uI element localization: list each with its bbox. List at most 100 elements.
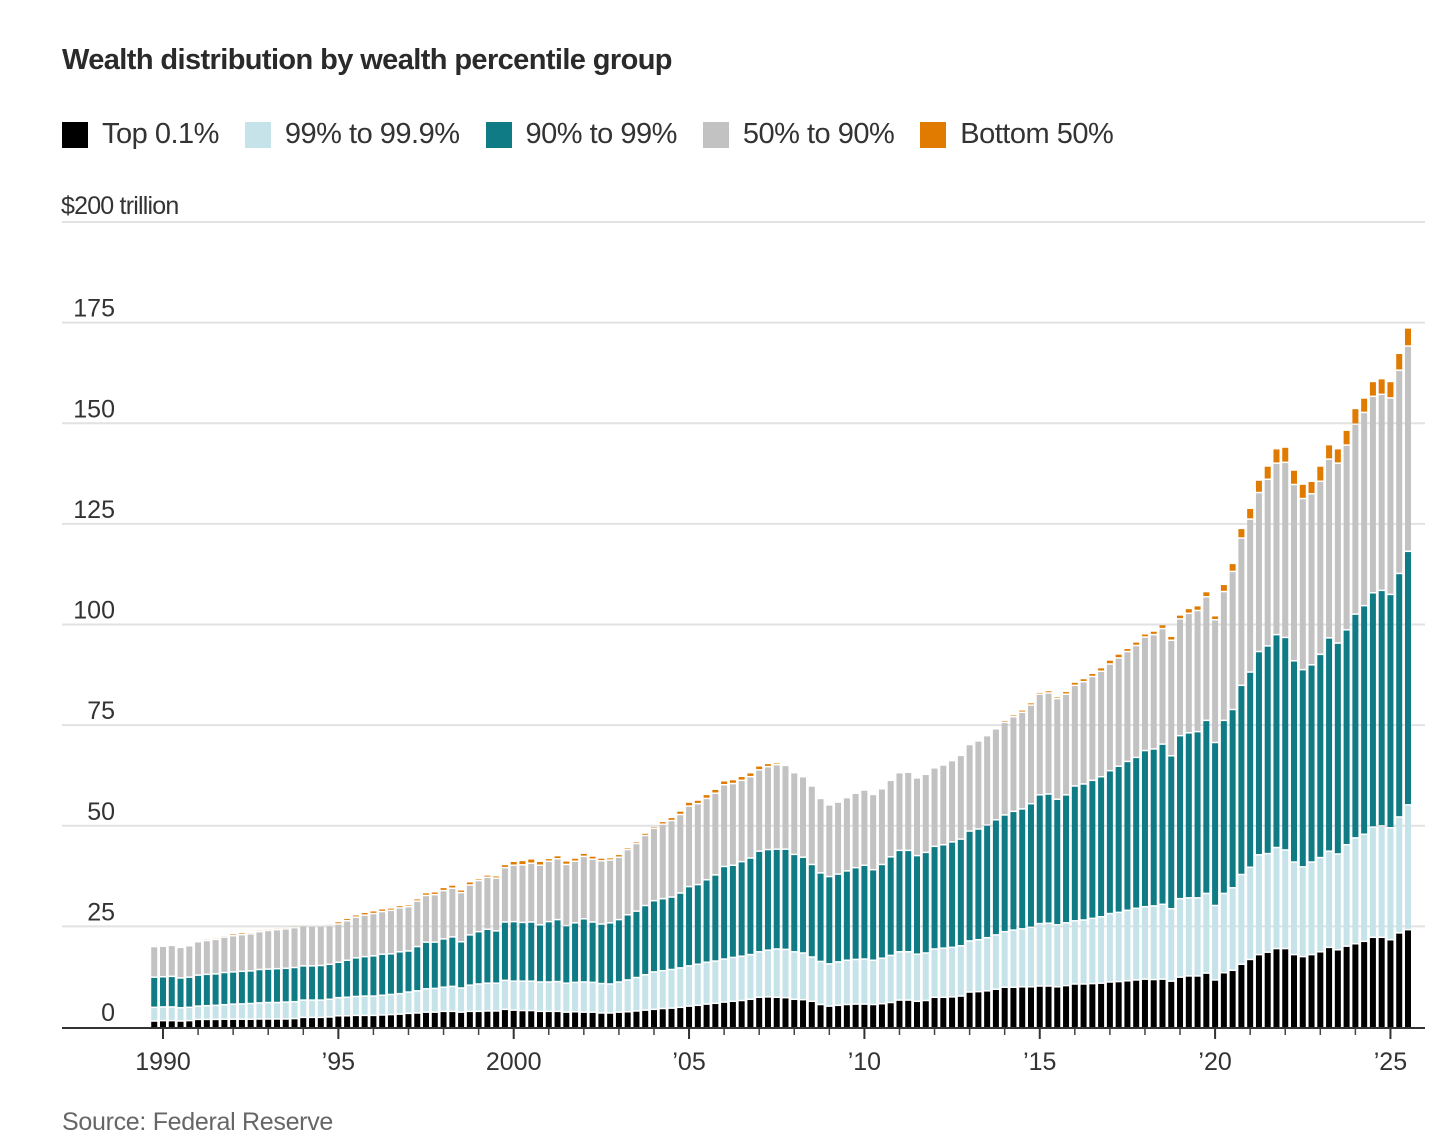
- bar-segment: [554, 982, 561, 1011]
- bar-segment: [405, 907, 412, 951]
- bar-segment: [1141, 751, 1148, 906]
- bar-segment: [992, 989, 999, 1027]
- bar-segment: [449, 937, 456, 986]
- bar-segment: [379, 909, 386, 911]
- bar-segment: [984, 991, 991, 1027]
- bar-segment: [528, 981, 535, 1010]
- bar-stack: [475, 879, 482, 1027]
- bar-stack: [572, 858, 579, 1027]
- bar-segment: [1133, 642, 1140, 645]
- bar-segment: [1159, 744, 1166, 904]
- bar-segment: [1159, 905, 1166, 979]
- bar-segment: [764, 997, 771, 1027]
- bar-segment: [344, 960, 351, 997]
- bar-segment: [1089, 677, 1096, 780]
- bar-segment: [1343, 445, 1350, 630]
- bar-segment: [1282, 638, 1289, 850]
- bar-segment: [764, 850, 771, 950]
- bar-segment: [1212, 616, 1219, 619]
- bar-segment: [1326, 445, 1333, 459]
- bar-segment: [423, 942, 430, 989]
- bar-segment: [1177, 977, 1184, 1027]
- bar-segment: [1159, 625, 1166, 628]
- bar-segment: [466, 1012, 473, 1027]
- bar-segment: [291, 1019, 298, 1027]
- bar-segment: [1264, 466, 1271, 479]
- bar-segment: [975, 829, 982, 939]
- bar-segment: [835, 874, 842, 962]
- bar-segment: [510, 922, 517, 981]
- bar-segment: [291, 968, 298, 1001]
- bar-stack: [1133, 642, 1140, 1027]
- bar-segment: [1247, 672, 1254, 867]
- bar-segment: [738, 781, 745, 861]
- bar-segment: [1396, 933, 1403, 1027]
- bar-segment: [729, 1002, 736, 1027]
- bar-segment: [931, 847, 938, 949]
- bar-segment: [659, 899, 666, 970]
- bar-segment: [396, 994, 403, 1014]
- bar-segment: [1019, 713, 1026, 809]
- bar-segment: [1334, 463, 1341, 643]
- bar-segment: [826, 877, 833, 964]
- bar-segment: [747, 858, 754, 954]
- bar-segment: [1361, 606, 1368, 834]
- bar-segment: [703, 880, 710, 962]
- bar-segment: [887, 857, 894, 955]
- y-tick-label: 150: [73, 395, 115, 423]
- bar-stack: [221, 936, 228, 1027]
- bar-segment: [449, 885, 456, 888]
- bar-segment: [1299, 957, 1306, 1027]
- bar-stack: [694, 800, 701, 1027]
- bar-segment: [1264, 480, 1271, 646]
- bar-segment: [405, 992, 412, 1013]
- bar-stack: [1264, 466, 1271, 1027]
- legend-label: 99% to 99.9%: [284, 118, 460, 150]
- bar-segment: [1203, 973, 1210, 1027]
- bar-segment: [1054, 697, 1061, 698]
- bar-segment: [221, 1005, 228, 1019]
- bar-stack: [1326, 445, 1333, 1027]
- bar-stack: [642, 833, 649, 1027]
- bar-stack: [1185, 609, 1192, 1027]
- bar-segment: [160, 977, 166, 1007]
- bar-segment: [1063, 986, 1070, 1027]
- bar-stack: [1273, 449, 1280, 1027]
- bar-segment: [238, 1004, 245, 1019]
- bar-segment: [423, 989, 430, 1012]
- bar-segment: [414, 899, 421, 901]
- bar-segment: [1343, 430, 1350, 445]
- bar-segment: [247, 971, 254, 1003]
- bar-segment: [1203, 894, 1210, 973]
- legend-swatch: [920, 121, 947, 148]
- bar-segment: [563, 983, 570, 1012]
- bar-segment: [843, 798, 850, 871]
- bar-segment: [168, 1007, 175, 1020]
- bar-segment: [203, 1020, 210, 1027]
- bar-stack: [949, 761, 956, 1027]
- bar-segment: [975, 741, 982, 829]
- bar-segment: [1404, 328, 1411, 346]
- bar-stack: [721, 781, 728, 1027]
- bar-segment: [756, 770, 763, 851]
- bar-segment: [537, 861, 543, 865]
- bar-stack: [493, 876, 500, 1027]
- bar-stack: [1247, 508, 1254, 1027]
- bar-segment: [203, 941, 210, 974]
- bar-segment: [1229, 572, 1236, 709]
- legend-item-top-0-1: Top 0.1%: [62, 118, 219, 151]
- bar-stack: [826, 805, 833, 1028]
- bar-segment: [607, 984, 614, 1013]
- bar-segment: [1089, 674, 1096, 676]
- bar-segment: [1220, 592, 1227, 720]
- bar-segment: [694, 800, 701, 803]
- bar-segment: [545, 922, 552, 982]
- x-tick-label: ’25: [1374, 1048, 1407, 1076]
- bar-stack: [589, 856, 596, 1027]
- bar-stack: [300, 926, 307, 1027]
- legend-item-90-to-99: 90% to 99%: [485, 118, 677, 151]
- bar-stack: [624, 848, 631, 1027]
- y-tick-label: 100: [73, 597, 115, 625]
- bar-segment: [931, 998, 938, 1027]
- bar-segment: [1326, 638, 1333, 851]
